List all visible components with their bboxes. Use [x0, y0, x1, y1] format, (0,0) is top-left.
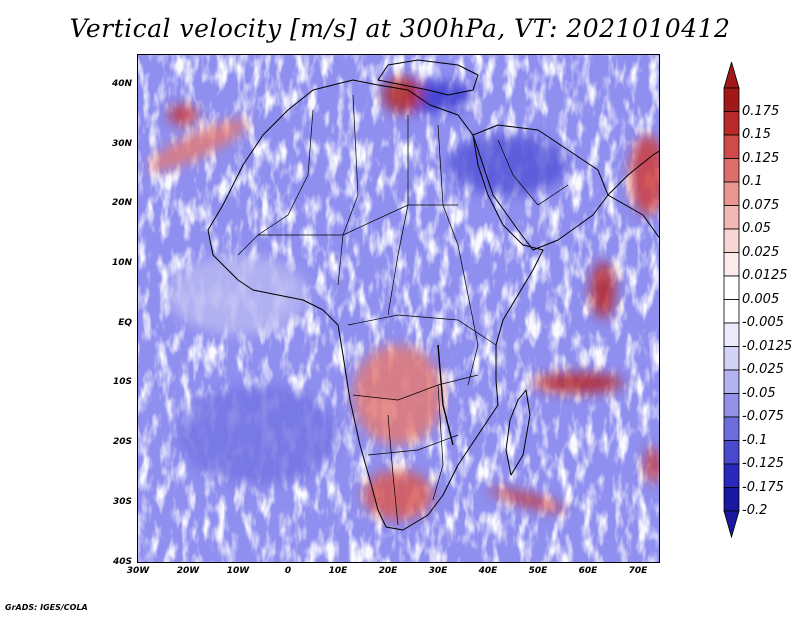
coastlines: [207, 59, 659, 531]
lon-tick-label: 20E: [378, 566, 398, 576]
lon-tick-label: 20W: [176, 566, 200, 576]
border: [437, 124, 469, 296]
subsidence-region-arabia: [448, 135, 568, 195]
uplift-region-east-edge: [645, 447, 659, 483]
uplift-band-indian-ocean: [533, 373, 623, 393]
border: [497, 139, 569, 206]
lat-tick-label: 10N: [111, 258, 132, 268]
lat-tick-label: 30S: [112, 497, 132, 507]
colorbar-swatches: [723, 62, 740, 539]
colorbar-label: 0.025: [742, 244, 780, 260]
colorbar-swatch: [723, 369, 740, 394]
lon-tick-label: 0: [284, 566, 292, 576]
africa-coastline: [207, 79, 544, 531]
colorbar-swatch: [723, 393, 740, 418]
colorbar-label: -0.1: [742, 432, 768, 448]
arabia-coastline: [472, 124, 609, 251]
colorbar-label: -0.075: [742, 409, 784, 424]
colorbar-label: 0.0125: [742, 268, 788, 283]
colorbar-label: 0.175: [742, 103, 780, 119]
colorbar-label: -0.2: [742, 503, 768, 518]
uplift-region-med: [383, 77, 423, 113]
india-coastline: [607, 150, 659, 239]
border: [387, 115, 409, 316]
lat-tick-label: 20N: [111, 198, 132, 208]
lon-tick-label: 30E: [428, 566, 448, 576]
lon-tick-label: 30W: [126, 566, 150, 576]
colorbar-label: -0.05: [742, 385, 776, 401]
uplift-region-congo: [353, 345, 443, 445]
subsidence-region-gulf: [168, 255, 308, 335]
madagascar-coastline: [505, 389, 531, 476]
uplift-region-north-atlantic: [168, 105, 198, 125]
border: [432, 384, 444, 501]
colorbar-bottom-arrow: [723, 510, 740, 539]
colorbar-label: -0.025: [742, 362, 784, 377]
lat-tick-label: 40N: [111, 79, 132, 89]
colorbar-top-arrow: [723, 62, 740, 89]
uplift-region-india: [630, 135, 659, 215]
colorbar-label: 0.075: [742, 197, 780, 213]
colorbar-label: 0.125: [742, 150, 780, 166]
chart-title: Vertical velocity [m/s] at 300hPa, VT: 2…: [69, 14, 731, 43]
colorbar-label: -0.175: [742, 479, 784, 495]
lon-tick-label: 70E: [628, 566, 648, 576]
lat-tick-label: EQ: [118, 318, 132, 328]
lon-tick-label: 10E: [328, 566, 348, 576]
border: [258, 204, 458, 236]
lakes-outline: [437, 344, 454, 446]
field-anomalies: [147, 77, 659, 520]
lat-tick-label: 10S: [112, 377, 132, 387]
colorbar-label: 0.005: [742, 291, 780, 307]
colorbar-swatch: [723, 416, 740, 441]
colorbar-swatch: [723, 299, 740, 324]
footer-credit: GrADS: IGES/COLA: [5, 603, 88, 612]
colorbar-swatch: [723, 134, 740, 159]
uplift-band-south-indian: [489, 488, 567, 512]
colorbar-swatch: [723, 322, 740, 347]
colorbar-label: -0.0125: [742, 338, 793, 354]
lat-tick-label: 20S: [112, 437, 132, 447]
vertical-velocity-field: [138, 55, 659, 562]
colorbar-swatch: [723, 111, 740, 136]
subsidence-region-south-atlantic: [178, 385, 338, 485]
border: [337, 94, 359, 286]
colorbar-swatch: [723, 252, 740, 277]
uplift-region-south: [363, 470, 433, 520]
lon-tick-label: 60E: [578, 566, 598, 576]
colorbar-label: 0.15: [742, 127, 771, 142]
lat-tick-label: 40S: [112, 557, 132, 567]
colorbar-swatch: [723, 87, 740, 112]
border: [467, 294, 479, 386]
border: [352, 374, 479, 401]
uplift-region-indian-ocean: [591, 262, 615, 318]
uplift-band-atlantic: [147, 119, 249, 171]
colorbar-swatch: [723, 181, 740, 206]
country-borders: [237, 94, 569, 526]
colorbar-swatch: [723, 463, 740, 488]
border: [347, 314, 497, 346]
colorbar-swatch: [723, 487, 740, 512]
colorbar-swatch: [723, 158, 740, 183]
colorbar-label: -0.125: [742, 456, 784, 471]
map-panel[interactable]: [137, 54, 660, 563]
europe-coastline: [377, 59, 479, 96]
lon-tick-label: 40E: [478, 566, 498, 576]
colorbar-swatch: [723, 275, 740, 300]
colorbar-swatch: [723, 205, 740, 230]
border: [367, 434, 459, 456]
colorbar: [723, 62, 740, 539]
lon-tick-label: 10W: [226, 566, 250, 576]
colorbar-swatch: [723, 440, 740, 465]
colorbar-label: 0.05: [742, 221, 771, 236]
border: [237, 109, 314, 256]
lon-tick-label: 50E: [528, 566, 548, 576]
lat-tick-label: 30N: [111, 139, 132, 149]
colorbar-swatch: [723, 228, 740, 253]
colorbar-label: 0.1: [742, 174, 763, 189]
border: [387, 414, 399, 526]
colorbar-label: -0.005: [742, 315, 784, 330]
colorbar-swatch: [723, 346, 740, 371]
